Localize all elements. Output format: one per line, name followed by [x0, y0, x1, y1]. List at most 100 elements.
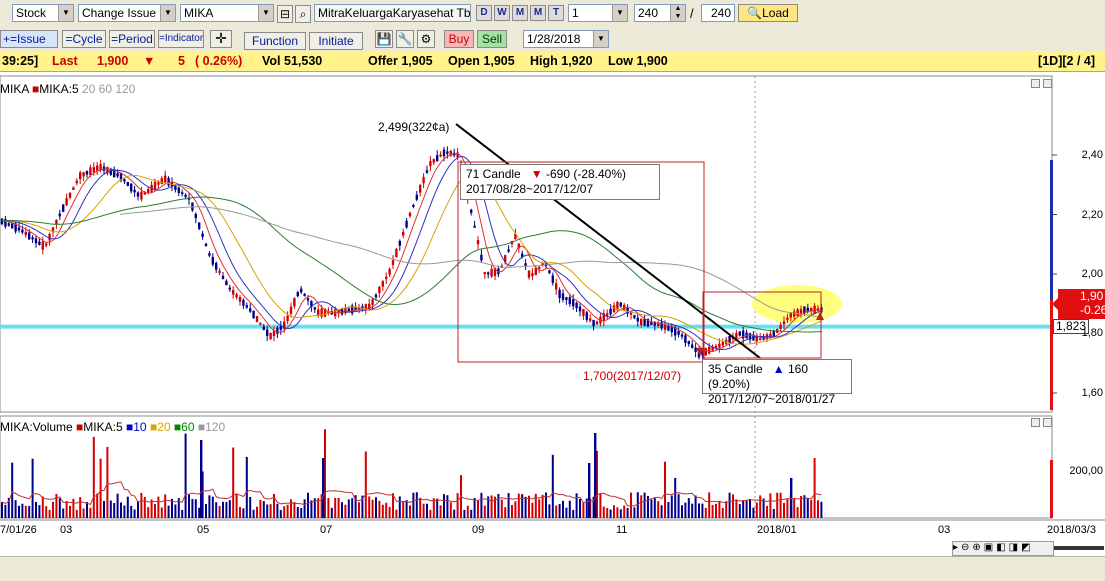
candle-body: [364, 304, 367, 311]
candle-body: [643, 318, 646, 326]
period-count-value: 1: [572, 6, 579, 20]
volume-bar: [375, 497, 377, 518]
volume-bar: [18, 505, 20, 518]
tools-icon[interactable]: 🔧: [396, 30, 414, 48]
period-button[interactable]: =Period: [109, 30, 155, 48]
scrollbar-thumb[interactable]: [1054, 546, 1104, 550]
candle-body: [714, 345, 718, 349]
rebound-arrow-icon: [816, 312, 824, 320]
volume-bar: [660, 505, 663, 518]
candle-body: [704, 348, 707, 356]
current-price-marker: 1,90 -0.26%: [1058, 289, 1105, 319]
y-tick-label: 1,60: [1081, 387, 1103, 399]
indicator-button[interactable]: =Indicator: [158, 30, 204, 48]
candle-body: [521, 253, 524, 258]
buy-button[interactable]: Buy: [444, 30, 474, 48]
candle-body: [657, 322, 660, 327]
change-mode-value: Change Issue: [82, 6, 157, 20]
spinner-icon[interactable]: ▲ ▼: [670, 5, 685, 21]
pane-close-icon[interactable]: [1043, 79, 1052, 88]
candle-body: [527, 270, 531, 278]
candle-body: [534, 267, 537, 275]
right-axis-volume-bar: [1050, 160, 1053, 410]
volume-bar: [31, 458, 34, 518]
volume-bar: [160, 507, 163, 518]
candle-body: [228, 287, 231, 290]
candle-body: [701, 351, 704, 356]
candle-body: [551, 275, 554, 283]
chevron-down-icon: ▼: [612, 5, 627, 21]
period-minute-button[interactable]: M: [530, 5, 546, 21]
asset-type-select[interactable]: Stock ▼: [12, 4, 74, 22]
volume-spike: [588, 463, 591, 518]
volume-bar: [137, 501, 139, 518]
candle-body: [708, 347, 711, 354]
volume-pane-close-icon[interactable]: [1043, 418, 1052, 427]
candle-body: [147, 188, 150, 193]
issue-button[interactable]: +=Issue: [0, 30, 58, 48]
candle-body: [759, 338, 762, 341]
lookup-icon[interactable]: ⊟: [277, 5, 293, 23]
volume-bar: [99, 458, 102, 518]
save-icon[interactable]: 💾: [375, 30, 393, 48]
candle-body: [327, 311, 330, 314]
volume-bar: [65, 501, 68, 518]
candle-body: [517, 243, 520, 249]
load-button[interactable]: 🔍Load: [738, 4, 798, 22]
candle-body: [565, 297, 568, 301]
volume-bar: [41, 496, 44, 518]
function-button[interactable]: Function: [244, 32, 306, 50]
cycle-button[interactable]: =Cycle: [62, 30, 106, 48]
volume-bar: [534, 493, 537, 518]
volume-bar: [575, 493, 578, 518]
settings-icon[interactable]: ⚙: [417, 30, 435, 48]
volume-bar: [120, 502, 122, 518]
volume-bar: [436, 498, 439, 518]
decline-info-box: 71 Candle ▼ -690 (-28.40%) 2017/08/28~20…: [460, 164, 660, 200]
x-tick-label: 11: [616, 524, 628, 536]
period-tick-button[interactable]: T: [548, 5, 564, 21]
volume-bar: [653, 497, 656, 518]
candle-body: [711, 346, 714, 351]
period-week-button[interactable]: W: [494, 5, 510, 21]
bars-input[interactable]: 240 ▲ ▼: [634, 4, 686, 22]
pane-minimize-icon[interactable]: [1031, 79, 1040, 88]
volume-bar: [487, 496, 490, 518]
volume-bar: [602, 506, 605, 518]
change-mode-select[interactable]: Change Issue ▼: [78, 4, 176, 22]
candle-body: [34, 238, 38, 244]
volume-bar: [337, 497, 340, 518]
candle-body: [592, 319, 595, 327]
volume-bar: [545, 492, 547, 518]
volume-bar: [52, 501, 54, 518]
volume-bar: [616, 507, 619, 518]
volume-bar: [691, 503, 694, 518]
candle-body: [640, 318, 643, 325]
volume-bar: [630, 492, 632, 518]
candle-body: [21, 229, 24, 233]
search-icon[interactable]: ⌕: [295, 5, 311, 23]
sell-button[interactable]: Sell: [477, 30, 507, 48]
candle-body: [31, 237, 34, 240]
candle-body: [48, 233, 51, 241]
zoom-controls[interactable]: ▸⊖⊕▣◧◨◩: [952, 541, 1054, 556]
initiate-button[interactable]: Initiate: [309, 32, 363, 50]
candle-body: [803, 306, 806, 314]
volume-bar: [269, 504, 272, 518]
period-count-select[interactable]: 1 ▼: [568, 4, 628, 22]
volume-pane-minimize-icon[interactable]: [1031, 418, 1040, 427]
crosshair-icon[interactable]: ✛: [210, 30, 232, 48]
volume-bar: [558, 504, 561, 518]
period-day-button[interactable]: D: [476, 5, 492, 21]
volume-bar: [405, 500, 408, 518]
volume-bar: [511, 505, 513, 518]
candle-body: [296, 292, 299, 297]
volume-bar: [531, 502, 534, 518]
date-picker[interactable]: 1/28/2018 ▼: [523, 30, 609, 48]
volume-bar: [378, 500, 381, 518]
period-month-button[interactable]: M: [512, 5, 528, 21]
volume-bar: [368, 496, 371, 518]
candle-body: [660, 322, 663, 329]
ticker-input[interactable]: MIKA ▼: [180, 4, 274, 22]
y-tick-label: 2,40: [1081, 149, 1103, 161]
